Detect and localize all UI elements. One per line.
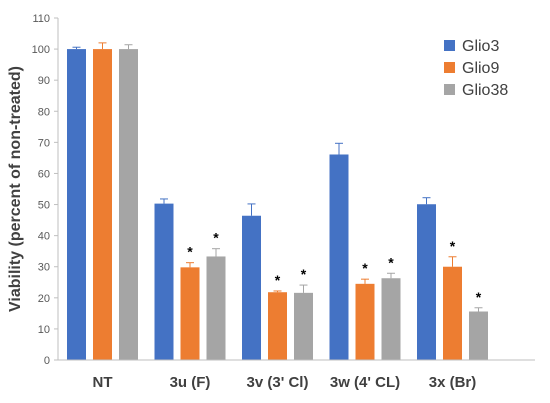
- significance-star: *: [476, 289, 482, 305]
- bar-glio3-0: [67, 49, 86, 360]
- y-tick-label: 60: [38, 168, 50, 180]
- y-tick-label: 100: [32, 44, 50, 56]
- y-tick-label: 20: [38, 293, 50, 305]
- error-bars: [72, 42, 483, 312]
- y-tick-label: 90: [38, 75, 50, 87]
- bar-glio9-4: [443, 266, 462, 360]
- x-tick-label: NT: [93, 374, 113, 391]
- bar-glio3-2: [242, 215, 261, 360]
- x-tick-label: 3w (4' CL): [330, 374, 400, 391]
- significance-star: *: [187, 244, 193, 260]
- significance-star: *: [213, 230, 219, 246]
- y-tick-label: 30: [38, 262, 50, 274]
- x-tick-label: 3x (Br): [429, 374, 477, 391]
- y-tick-label: 40: [38, 231, 50, 243]
- legend-swatch-glio38: [444, 84, 455, 95]
- significance-star: *: [301, 266, 307, 282]
- bar-glio9-1: [180, 267, 200, 360]
- significance-star: *: [275, 272, 281, 288]
- bar-glio38-0: [119, 49, 138, 360]
- bar-glio3-4: [417, 204, 436, 360]
- significance-star: *: [362, 260, 368, 276]
- y-axis-ticks: 0 10 20 30 40 50 60 70 80 90 100 110: [32, 13, 58, 367]
- bar-glio9-2: [268, 292, 287, 360]
- bar-glio9-3: [355, 283, 375, 360]
- y-tick-label: 110: [32, 13, 50, 25]
- x-tick-label: 3v (3' Cl): [247, 374, 309, 391]
- legend-label-glio3: Glio3: [462, 38, 499, 55]
- legend-swatch-glio3: [444, 40, 455, 51]
- y-tick-label: 50: [38, 200, 50, 212]
- legend-swatch-glio9: [444, 62, 455, 73]
- y-tick-label: 70: [38, 137, 50, 149]
- bar-glio3-3: [329, 154, 349, 360]
- significance-star: *: [388, 254, 394, 270]
- bar-glio9-0: [93, 49, 112, 360]
- x-axis-labels: NT 3u (F) 3v (3' Cl) 3w (4' CL) 3x (Br): [93, 374, 477, 391]
- bar-glio38-3: [381, 278, 401, 360]
- significance-star: *: [450, 238, 456, 254]
- bar-glio3-1: [154, 203, 174, 360]
- y-tick-label: 10: [38, 324, 50, 336]
- bar-glio38-4: [469, 311, 488, 360]
- y-axis-label: Viability (percent of non-treated): [7, 66, 24, 312]
- legend: Glio3 Glio9 Glio38: [444, 38, 508, 99]
- y-tick-label: 0: [44, 355, 50, 367]
- legend-label-glio9: Glio9: [462, 60, 499, 77]
- x-tick-label: 3u (F): [170, 374, 211, 391]
- bar-glio38-2: [294, 292, 313, 360]
- legend-label-glio38: Glio38: [462, 82, 508, 99]
- bar-glio38-1: [206, 256, 226, 360]
- y-tick-label: 80: [38, 106, 50, 118]
- bar-series: [67, 49, 488, 360]
- significance-markers: * * * * * * * *: [187, 230, 482, 305]
